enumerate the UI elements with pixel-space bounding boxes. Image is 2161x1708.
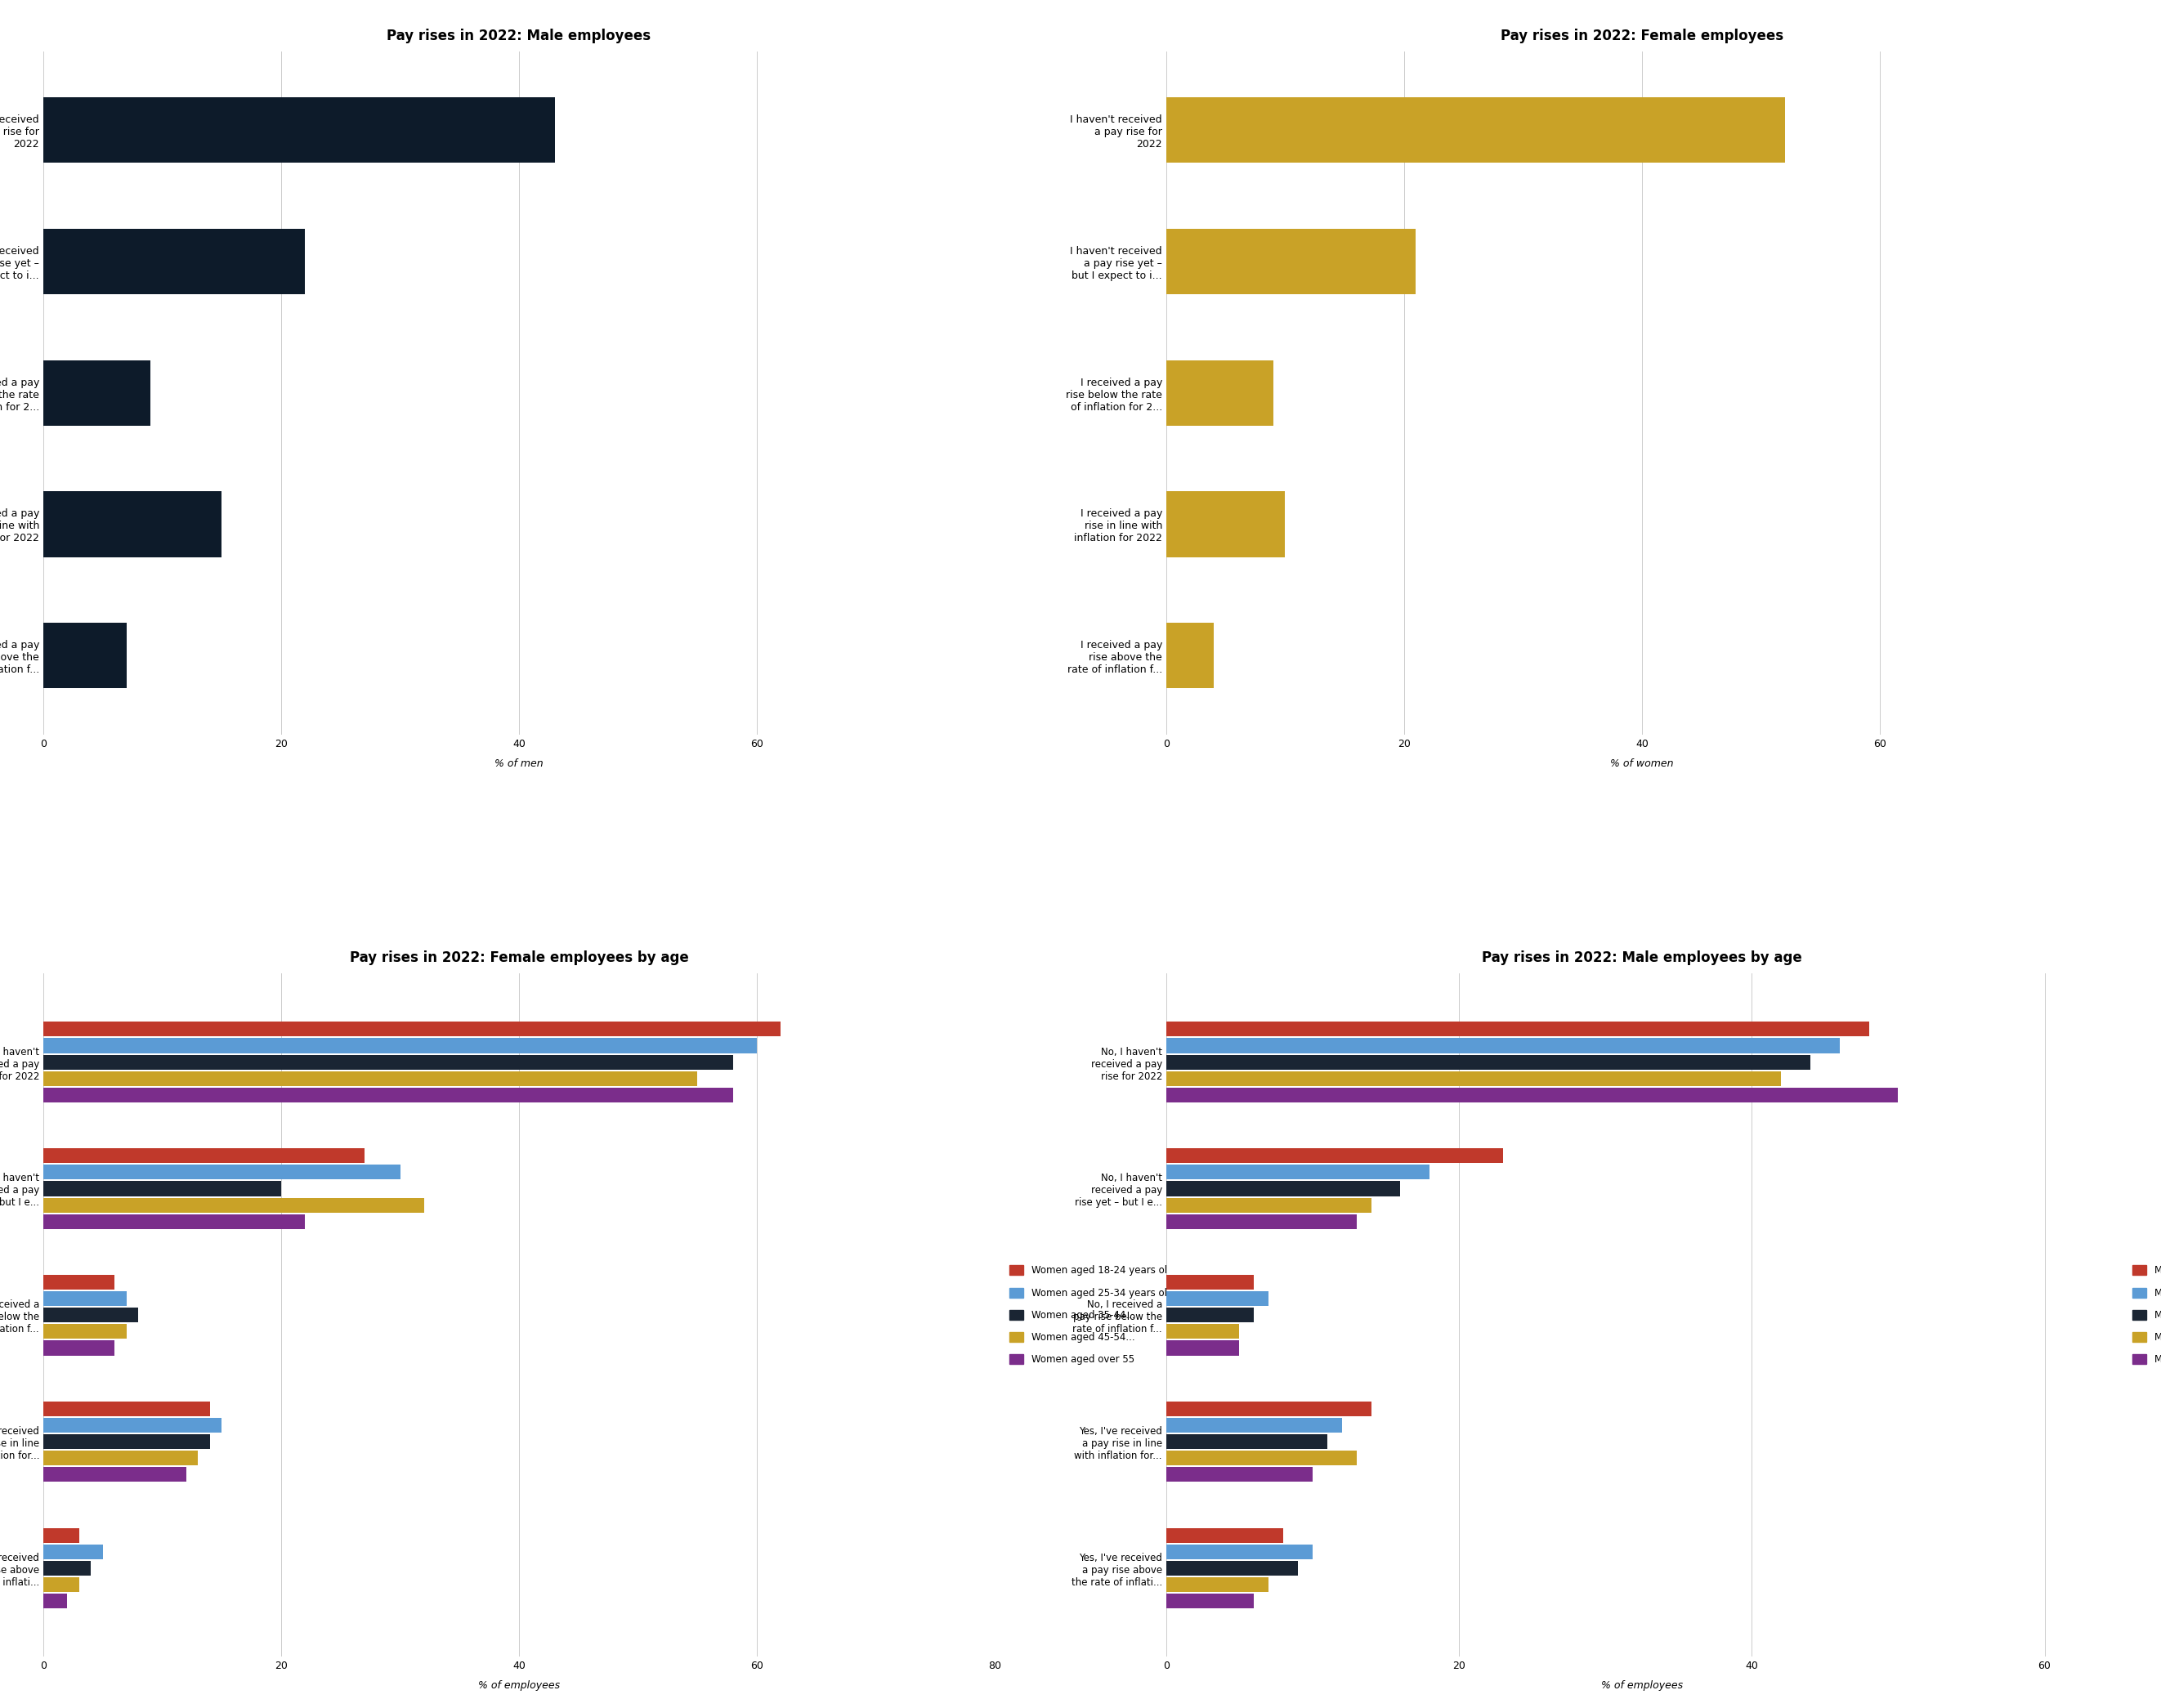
Bar (1167, 1324, 1240, 1339)
Legend: Men aged 18-24 years old, Men aged 25-34 years old, Men aged 35-44..., Men aged : Men aged 18-24 years old, Men aged 25-34… (2133, 1266, 2161, 1365)
Bar (43, 1401, 210, 1416)
Bar (1167, 1088, 1897, 1102)
Bar (1167, 1561, 1299, 1575)
Bar (1167, 1182, 1400, 1196)
Bar (1167, 623, 1214, 688)
Bar (43, 1056, 733, 1069)
Bar (1167, 1214, 1357, 1230)
Bar (1167, 1291, 1269, 1307)
Title: Pay rises in 2022: Male employees: Pay rises in 2022: Male employees (387, 29, 650, 43)
Bar (43, 623, 127, 688)
Bar (1167, 1274, 1253, 1290)
Title: Pay rises in 2022: Male employees by age: Pay rises in 2022: Male employees by age (1482, 951, 1802, 965)
Bar (43, 1576, 80, 1592)
Title: Pay rises in 2022: Female employees by age: Pay rises in 2022: Female employees by a… (350, 951, 689, 965)
Bar (1167, 1341, 1240, 1356)
Bar (43, 1435, 210, 1448)
Bar (1167, 1021, 1869, 1037)
Bar (43, 1214, 305, 1230)
Bar (43, 1148, 365, 1163)
Bar (43, 1561, 91, 1575)
Bar (43, 1274, 115, 1290)
Bar (1167, 1418, 1342, 1433)
Bar (43, 1021, 780, 1037)
X-axis label: % of employees: % of employees (1601, 1681, 1683, 1691)
Bar (43, 1324, 127, 1339)
Bar (1167, 360, 1273, 425)
Bar (43, 1418, 223, 1433)
Bar (1167, 97, 1785, 162)
Bar (43, 1291, 127, 1307)
Bar (1167, 1529, 1284, 1542)
Bar (43, 1071, 698, 1086)
Bar (43, 492, 223, 557)
Bar (1167, 1435, 1327, 1448)
Bar (1167, 492, 1286, 557)
Bar (43, 229, 305, 294)
Bar (43, 1467, 186, 1483)
Bar (1167, 1056, 1811, 1069)
Bar (1167, 1450, 1357, 1465)
Bar (1167, 1467, 1312, 1483)
Bar (1167, 1148, 1502, 1163)
Bar (43, 1529, 80, 1542)
Bar (1167, 229, 1415, 294)
Bar (43, 360, 151, 425)
Bar (1167, 1038, 1839, 1054)
Bar (43, 1544, 104, 1559)
Bar (1167, 1071, 1781, 1086)
Title: Pay rises in 2022: Female employees: Pay rises in 2022: Female employees (1500, 29, 1783, 43)
Legend: Women aged 18-24 years old, Women aged 25-34 years old, Women aged 35-44..., Wom: Women aged 18-24 years old, Women aged 2… (1009, 1266, 1173, 1365)
Bar (43, 1594, 67, 1609)
Bar (43, 1165, 400, 1180)
Bar (43, 1197, 424, 1213)
Bar (1167, 1594, 1253, 1609)
Bar (1167, 1165, 1431, 1180)
Bar (1167, 1197, 1370, 1213)
X-axis label: % of women: % of women (1610, 758, 1673, 769)
X-axis label: % of employees: % of employees (478, 1681, 560, 1691)
Bar (43, 1341, 115, 1356)
X-axis label: % of men: % of men (495, 758, 542, 769)
Bar (43, 1182, 281, 1196)
Bar (1167, 1576, 1269, 1592)
Bar (43, 97, 555, 162)
Bar (43, 1038, 756, 1054)
Bar (43, 1088, 733, 1102)
Bar (43, 1308, 138, 1322)
Bar (1167, 1308, 1253, 1322)
Bar (1167, 1544, 1312, 1559)
Bar (1167, 1401, 1370, 1416)
Bar (43, 1450, 199, 1465)
